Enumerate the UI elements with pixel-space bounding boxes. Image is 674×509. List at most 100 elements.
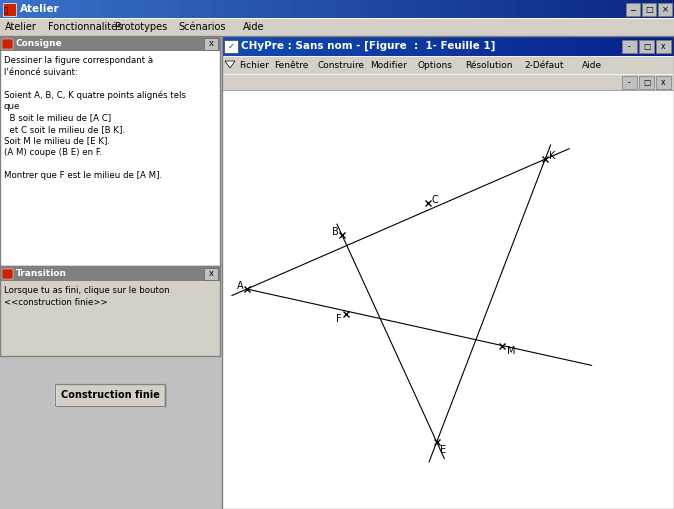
Bar (395, 36, 404, 56)
Bar (651, 36, 660, 56)
Text: Construction finie: Construction finie (61, 390, 160, 400)
Bar (320, 36, 328, 56)
Bar (373, 36, 381, 56)
Bar (656, 76, 671, 89)
Bar (595, 0, 607, 18)
Bar (393, 0, 405, 18)
Bar (656, 40, 671, 53)
Polygon shape (225, 61, 235, 68)
Bar (230, 36, 238, 56)
Bar (591, 36, 600, 56)
Bar (191, 0, 203, 18)
Bar (531, 36, 539, 56)
Bar (404, 0, 417, 18)
Bar (493, 36, 501, 56)
Bar (501, 36, 510, 56)
Text: -: - (628, 42, 631, 51)
Bar (573, 0, 585, 18)
Bar (204, 38, 218, 50)
Bar (2, 269, 13, 279)
Bar (0, 36, 220, 266)
Text: Fichier: Fichier (239, 61, 269, 70)
Bar (292, 0, 304, 18)
Bar (11, 0, 24, 18)
Text: ×: × (661, 5, 669, 14)
Bar (416, 0, 428, 18)
Bar (606, 36, 615, 56)
Text: Fonctionnalités: Fonctionnalités (48, 22, 122, 32)
Bar (328, 36, 336, 56)
Bar (101, 0, 113, 18)
Bar (486, 36, 494, 56)
Text: Soit M le milieu de [E K].: Soit M le milieu de [E K]. (4, 136, 110, 146)
Bar (639, 76, 654, 89)
Bar (508, 36, 517, 56)
Text: M: M (508, 346, 516, 356)
Bar (546, 36, 555, 56)
Text: que: que (4, 102, 20, 111)
Bar (222, 36, 674, 509)
Text: Résolution: Résolution (465, 61, 512, 70)
Bar (528, 0, 540, 18)
Bar (607, 0, 619, 18)
Text: Scénarios: Scénarios (178, 22, 226, 32)
Bar (463, 36, 472, 56)
Text: C: C (431, 195, 438, 205)
Bar (621, 36, 630, 56)
Bar (629, 0, 641, 18)
Text: l'énoncé suivant:: l'énoncé suivant: (4, 68, 78, 76)
Bar (67, 0, 80, 18)
Text: Fenêtre: Fenêtre (274, 61, 309, 70)
Text: B: B (332, 227, 338, 237)
Bar (313, 36, 321, 56)
Bar (282, 36, 290, 56)
Bar (569, 36, 577, 56)
Bar (146, 0, 158, 18)
Text: ✓: ✓ (228, 42, 235, 51)
Bar (180, 0, 192, 18)
Bar (348, 0, 361, 18)
Text: x: x (661, 42, 666, 51)
Text: Atelier: Atelier (5, 22, 37, 32)
Bar (55, 384, 165, 406)
Bar (34, 0, 46, 18)
Bar (350, 36, 359, 56)
Bar (245, 36, 253, 56)
Bar (561, 36, 570, 56)
Bar (642, 3, 656, 16)
Bar (3, 3, 16, 16)
Bar (622, 76, 637, 89)
Bar (55, 384, 165, 406)
Bar (252, 36, 261, 56)
Text: □: □ (643, 78, 650, 87)
Bar (204, 268, 218, 280)
Bar (388, 36, 396, 56)
Text: E: E (439, 445, 446, 455)
Bar (478, 36, 487, 56)
Bar (644, 36, 652, 56)
Text: A: A (237, 281, 243, 291)
Bar (553, 36, 562, 56)
Bar (427, 0, 439, 18)
Bar (290, 36, 299, 56)
Bar (382, 0, 394, 18)
Bar (658, 3, 672, 16)
Bar (640, 0, 652, 18)
Bar (636, 36, 645, 56)
Text: Atelier: Atelier (20, 4, 59, 14)
Text: 2-Défaut: 2-Défaut (524, 61, 563, 70)
Bar (0, 36, 220, 51)
Bar (0, 18, 674, 36)
Bar (79, 0, 91, 18)
Bar (275, 36, 283, 56)
Bar (441, 36, 449, 56)
Text: Construire: Construire (318, 61, 365, 70)
Text: ─: ─ (630, 5, 636, 14)
Bar (303, 0, 315, 18)
Bar (222, 36, 231, 56)
Bar (202, 0, 214, 18)
Text: K: K (549, 151, 555, 161)
Text: 🖥: 🖥 (4, 6, 8, 13)
Bar (433, 36, 441, 56)
Bar (0, 266, 220, 281)
